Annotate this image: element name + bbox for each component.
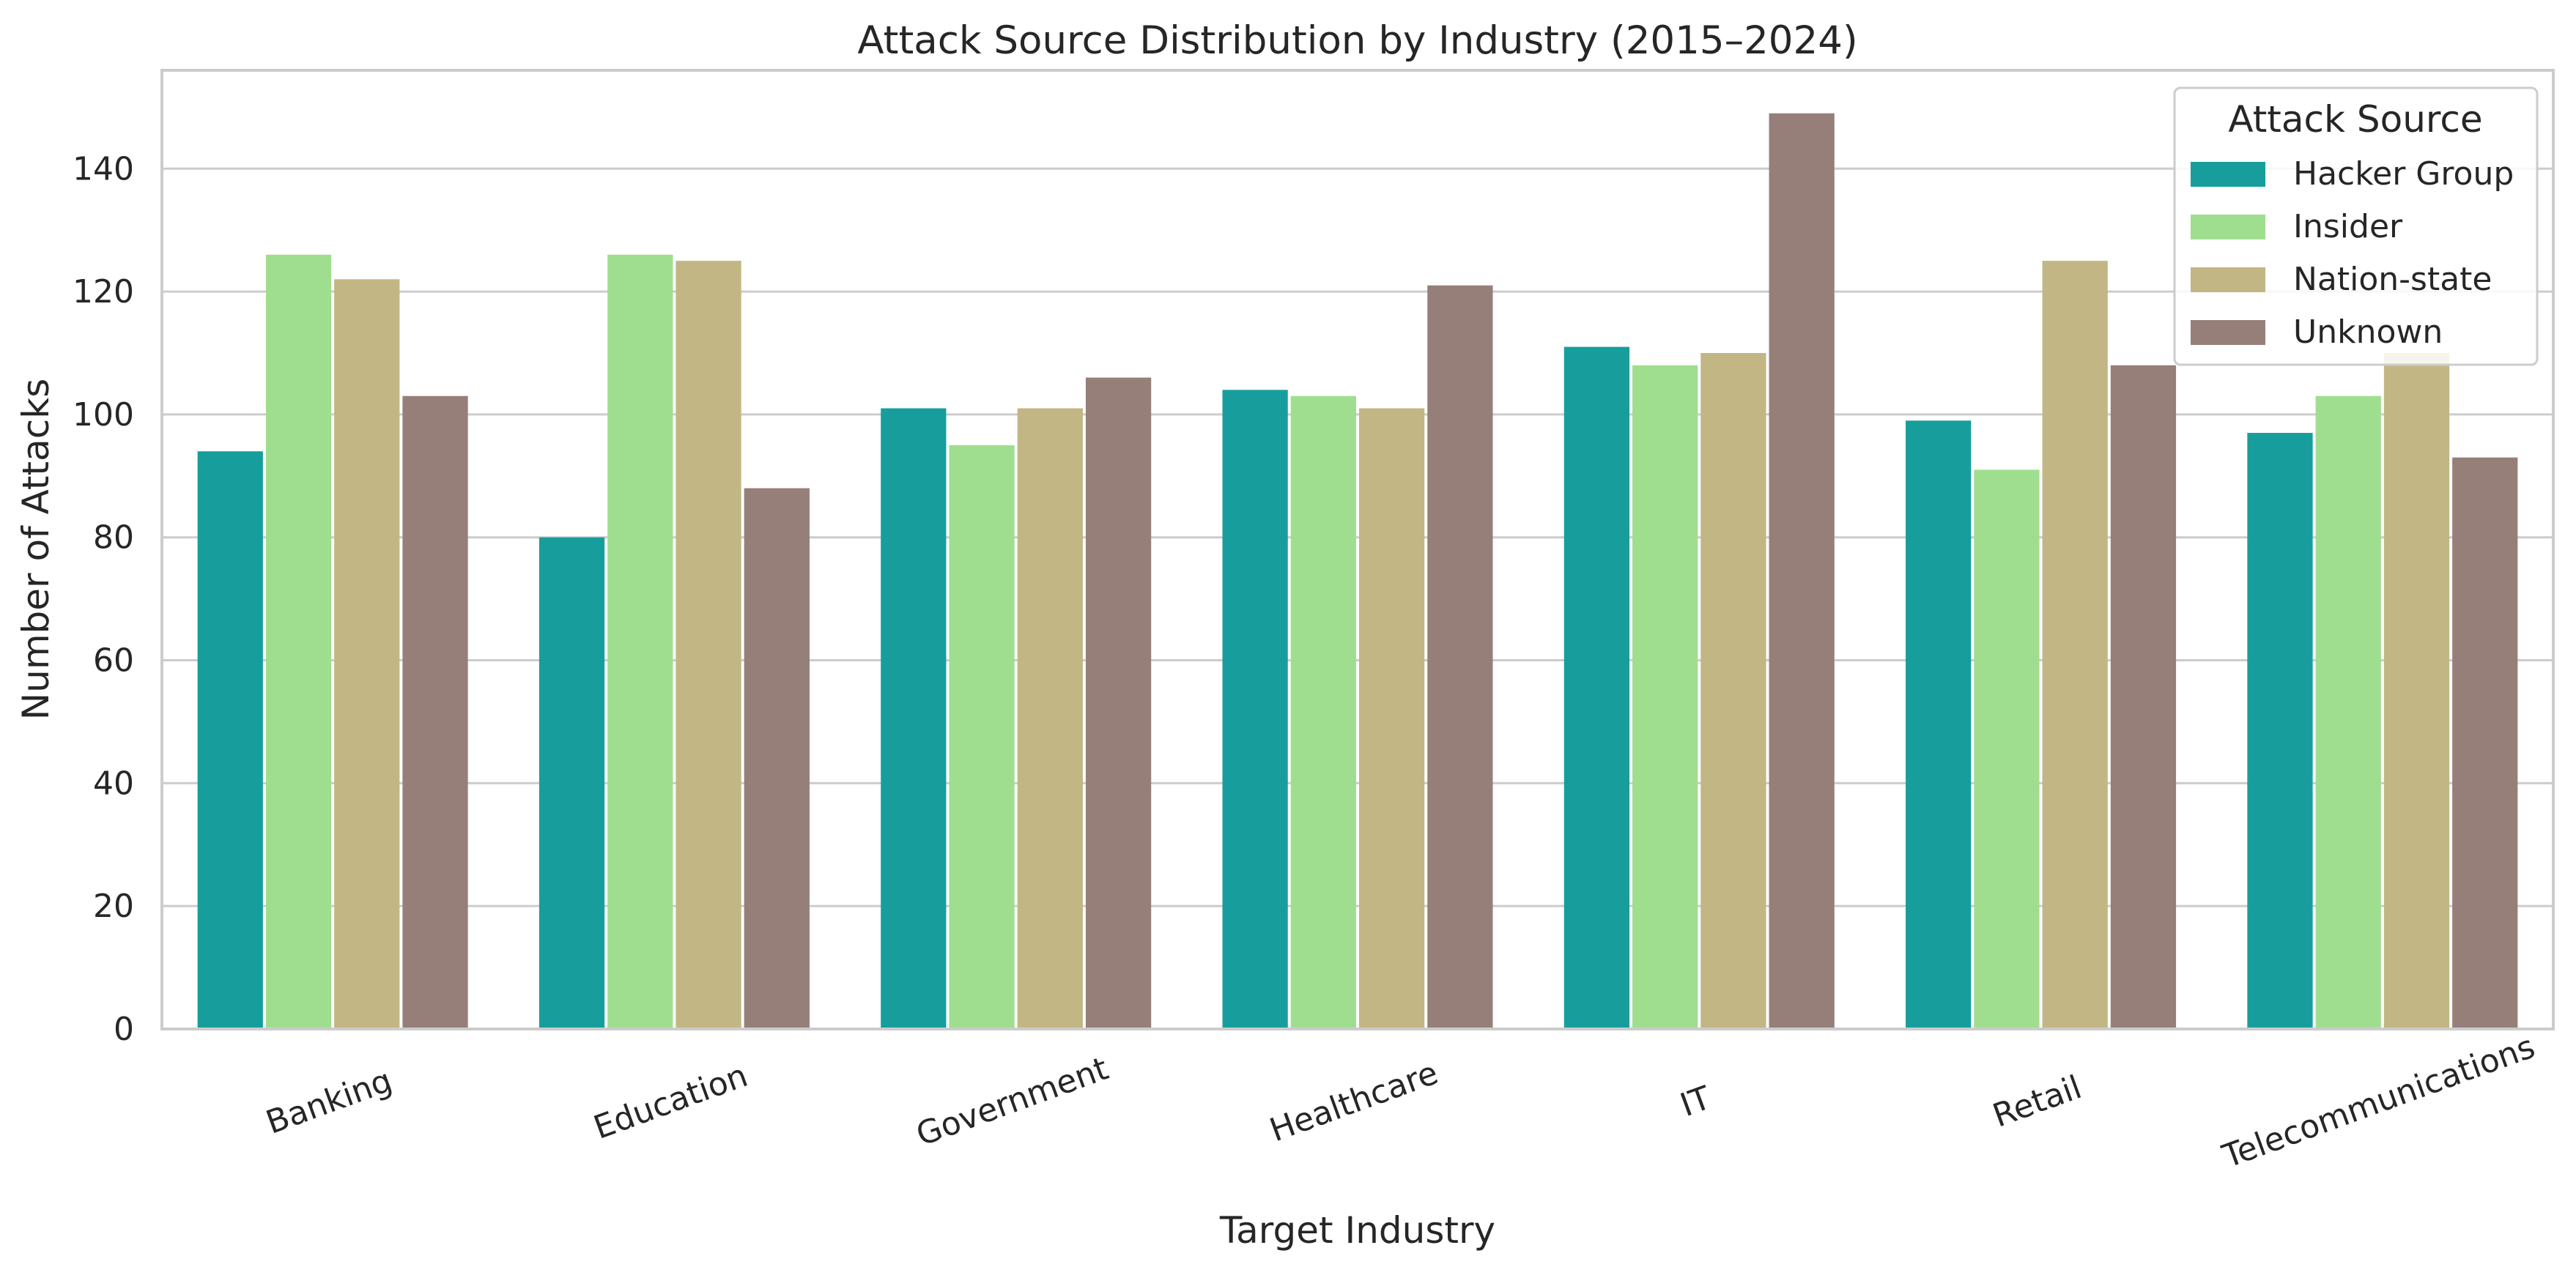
x-axis-title: Target Industry: [1219, 1209, 1495, 1252]
bar-unknown-healthcare: [1427, 285, 1493, 1029]
legend-frame: [2173, 86, 2539, 366]
y-tick-label: 40: [93, 765, 134, 802]
bar-nation-state-government: [1017, 408, 1083, 1029]
legend-swatch: [2191, 215, 2265, 239]
legend-swatch: [2191, 267, 2265, 292]
bar-insider-healthcare: [1290, 395, 1356, 1029]
bar-hacker-group-education: [538, 537, 605, 1029]
legend-label: Unknown: [2293, 313, 2443, 351]
bar-insider-education: [607, 254, 673, 1030]
bar-insider-it: [1632, 365, 1698, 1029]
chart-title: Attack Source Distribution by Industry (…: [857, 18, 1857, 63]
bar-nation-state-education: [676, 261, 741, 1029]
y-tick-label: 20: [93, 888, 134, 925]
y-tick-label: 60: [93, 642, 134, 680]
bar-nation-state-banking: [334, 279, 400, 1029]
bar-nation-state-it: [1700, 352, 1766, 1029]
bar-insider-banking: [265, 254, 332, 1030]
bar-unknown-telecommunications: [2452, 457, 2518, 1029]
plot-frame: [160, 69, 2555, 1030]
bar-hacker-group-banking: [197, 451, 263, 1029]
bars: [197, 113, 2518, 1030]
bar-unknown-education: [744, 488, 810, 1029]
bar-hacker-group-it: [1563, 346, 1630, 1029]
bar-unknown-government: [1085, 377, 1152, 1029]
bar-hacker-group-retail: [1906, 420, 1972, 1029]
bar-insider-government: [949, 445, 1015, 1029]
y-axis-ticks: 0 20 40 60 80 100 120 140: [73, 150, 134, 1048]
legend-swatch: [2191, 162, 2265, 187]
bar-hacker-group-healthcare: [1222, 390, 1288, 1029]
y-tick-label: 0: [114, 1011, 134, 1048]
bar-unknown-retail: [2110, 365, 2177, 1029]
y-tick-label: 120: [73, 273, 134, 311]
bar-insider-telecommunications: [2315, 395, 2381, 1029]
legend-label: Nation-state: [2293, 261, 2492, 298]
legend-title: Attack Source: [2228, 98, 2482, 141]
bar-hacker-group-government: [881, 408, 947, 1029]
bar-nation-state-telecommunications: [2383, 352, 2450, 1029]
legend-label: Hacker Group: [2293, 155, 2514, 193]
y-axis-title: Number of Attacks: [15, 379, 57, 721]
bar-insider-retail: [1974, 469, 2040, 1029]
y-tick-label: 140: [73, 150, 134, 187]
legend-items: Hacker Group Insider Nation-state Unknown: [2191, 155, 2514, 351]
bar-nation-state-retail: [2042, 261, 2108, 1029]
bar-nation-state-healthcare: [1359, 408, 1425, 1029]
bar-unknown-banking: [402, 395, 468, 1029]
y-tick-label: 100: [73, 396, 134, 434]
y-tick-label: 80: [93, 519, 134, 557]
legend-swatch: [2191, 320, 2265, 345]
bar-hacker-group-telecommunications: [2247, 433, 2313, 1029]
bar-unknown-it: [1769, 113, 1835, 1029]
legend: Attack Source Hacker Group Insider Nation-…: [2173, 86, 2539, 366]
legend-label: Insider: [2293, 208, 2403, 245]
